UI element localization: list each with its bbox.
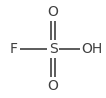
Text: O: O — [48, 5, 58, 19]
Text: S: S — [49, 42, 57, 56]
Text: OH: OH — [82, 42, 103, 56]
Text: O: O — [48, 79, 58, 93]
Text: F: F — [10, 42, 18, 56]
